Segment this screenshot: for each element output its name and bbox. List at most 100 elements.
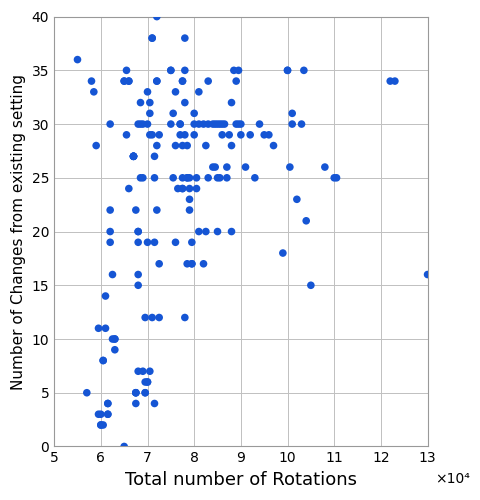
Point xyxy=(106,120,114,128)
Point xyxy=(120,77,128,85)
Point xyxy=(204,120,212,128)
Point xyxy=(130,152,137,160)
Point xyxy=(180,314,188,322)
Point xyxy=(169,110,177,118)
Point xyxy=(176,120,184,128)
Point xyxy=(132,400,139,407)
Point xyxy=(144,238,151,246)
Point xyxy=(99,421,107,429)
Text: ×10⁴: ×10⁴ xyxy=(434,472,469,486)
Point xyxy=(146,110,154,118)
Point xyxy=(183,174,191,182)
Point xyxy=(190,120,198,128)
Point xyxy=(167,66,174,74)
Y-axis label: Number of Changes from existing setting: Number of Changes from existing setting xyxy=(11,74,26,390)
Point xyxy=(122,66,130,74)
Point xyxy=(169,174,177,182)
Point xyxy=(144,88,151,96)
Point xyxy=(218,120,226,128)
Point xyxy=(125,77,132,85)
Point xyxy=(180,34,188,42)
Point xyxy=(216,120,223,128)
Point xyxy=(194,228,202,235)
Point xyxy=(178,174,186,182)
Point xyxy=(120,442,128,450)
Point xyxy=(188,260,195,268)
Point xyxy=(183,260,191,268)
Point xyxy=(423,270,431,278)
Point xyxy=(213,174,221,182)
Point xyxy=(146,367,154,375)
Point xyxy=(227,228,235,235)
Point xyxy=(171,238,179,246)
Point xyxy=(104,400,111,407)
Point xyxy=(132,206,139,214)
Point xyxy=(104,410,111,418)
Point xyxy=(176,131,184,139)
Point xyxy=(223,163,230,171)
Point xyxy=(174,184,181,192)
Point xyxy=(134,238,142,246)
Point xyxy=(199,120,207,128)
Point xyxy=(390,77,398,85)
Point xyxy=(178,77,186,85)
Point xyxy=(153,77,160,85)
Point xyxy=(288,120,295,128)
Point xyxy=(251,174,258,182)
Point xyxy=(108,270,116,278)
Point xyxy=(241,163,249,171)
Point xyxy=(155,260,163,268)
Point xyxy=(146,131,154,139)
Point xyxy=(106,238,114,246)
Point xyxy=(320,163,328,171)
Point xyxy=(188,260,195,268)
Point xyxy=(180,66,188,74)
Point xyxy=(148,34,156,42)
Point xyxy=(144,120,151,128)
Point xyxy=(97,421,105,429)
Point xyxy=(111,335,119,343)
Point xyxy=(269,142,277,150)
Point xyxy=(232,77,240,85)
Point xyxy=(139,120,146,128)
Point xyxy=(202,142,209,150)
Point xyxy=(213,120,221,128)
Point xyxy=(385,77,393,85)
Point xyxy=(288,110,295,118)
Point xyxy=(146,98,154,106)
Point xyxy=(178,77,186,85)
Point xyxy=(225,131,232,139)
Point xyxy=(153,206,160,214)
Point xyxy=(167,120,174,128)
Point xyxy=(237,131,244,139)
Point xyxy=(73,56,81,64)
Point xyxy=(332,174,340,182)
Point xyxy=(144,378,151,386)
Point xyxy=(211,163,218,171)
Point xyxy=(101,292,109,300)
Point xyxy=(209,120,216,128)
Point xyxy=(97,410,105,418)
Point xyxy=(194,120,202,128)
Point xyxy=(283,66,291,74)
Point xyxy=(213,228,221,235)
Point xyxy=(90,88,97,96)
Point xyxy=(246,131,253,139)
Point xyxy=(209,163,216,171)
Point xyxy=(199,260,207,268)
Point xyxy=(87,77,95,85)
Point xyxy=(111,346,119,354)
Point xyxy=(104,400,111,407)
Point xyxy=(83,388,91,396)
Point xyxy=(99,356,107,364)
Point xyxy=(153,142,160,150)
Point xyxy=(134,270,142,278)
Point xyxy=(234,66,242,74)
Point xyxy=(229,66,237,74)
Point xyxy=(132,388,139,396)
Point xyxy=(134,282,142,290)
Point xyxy=(185,206,193,214)
Point xyxy=(183,174,191,182)
Point xyxy=(95,410,102,418)
Point xyxy=(155,314,163,322)
